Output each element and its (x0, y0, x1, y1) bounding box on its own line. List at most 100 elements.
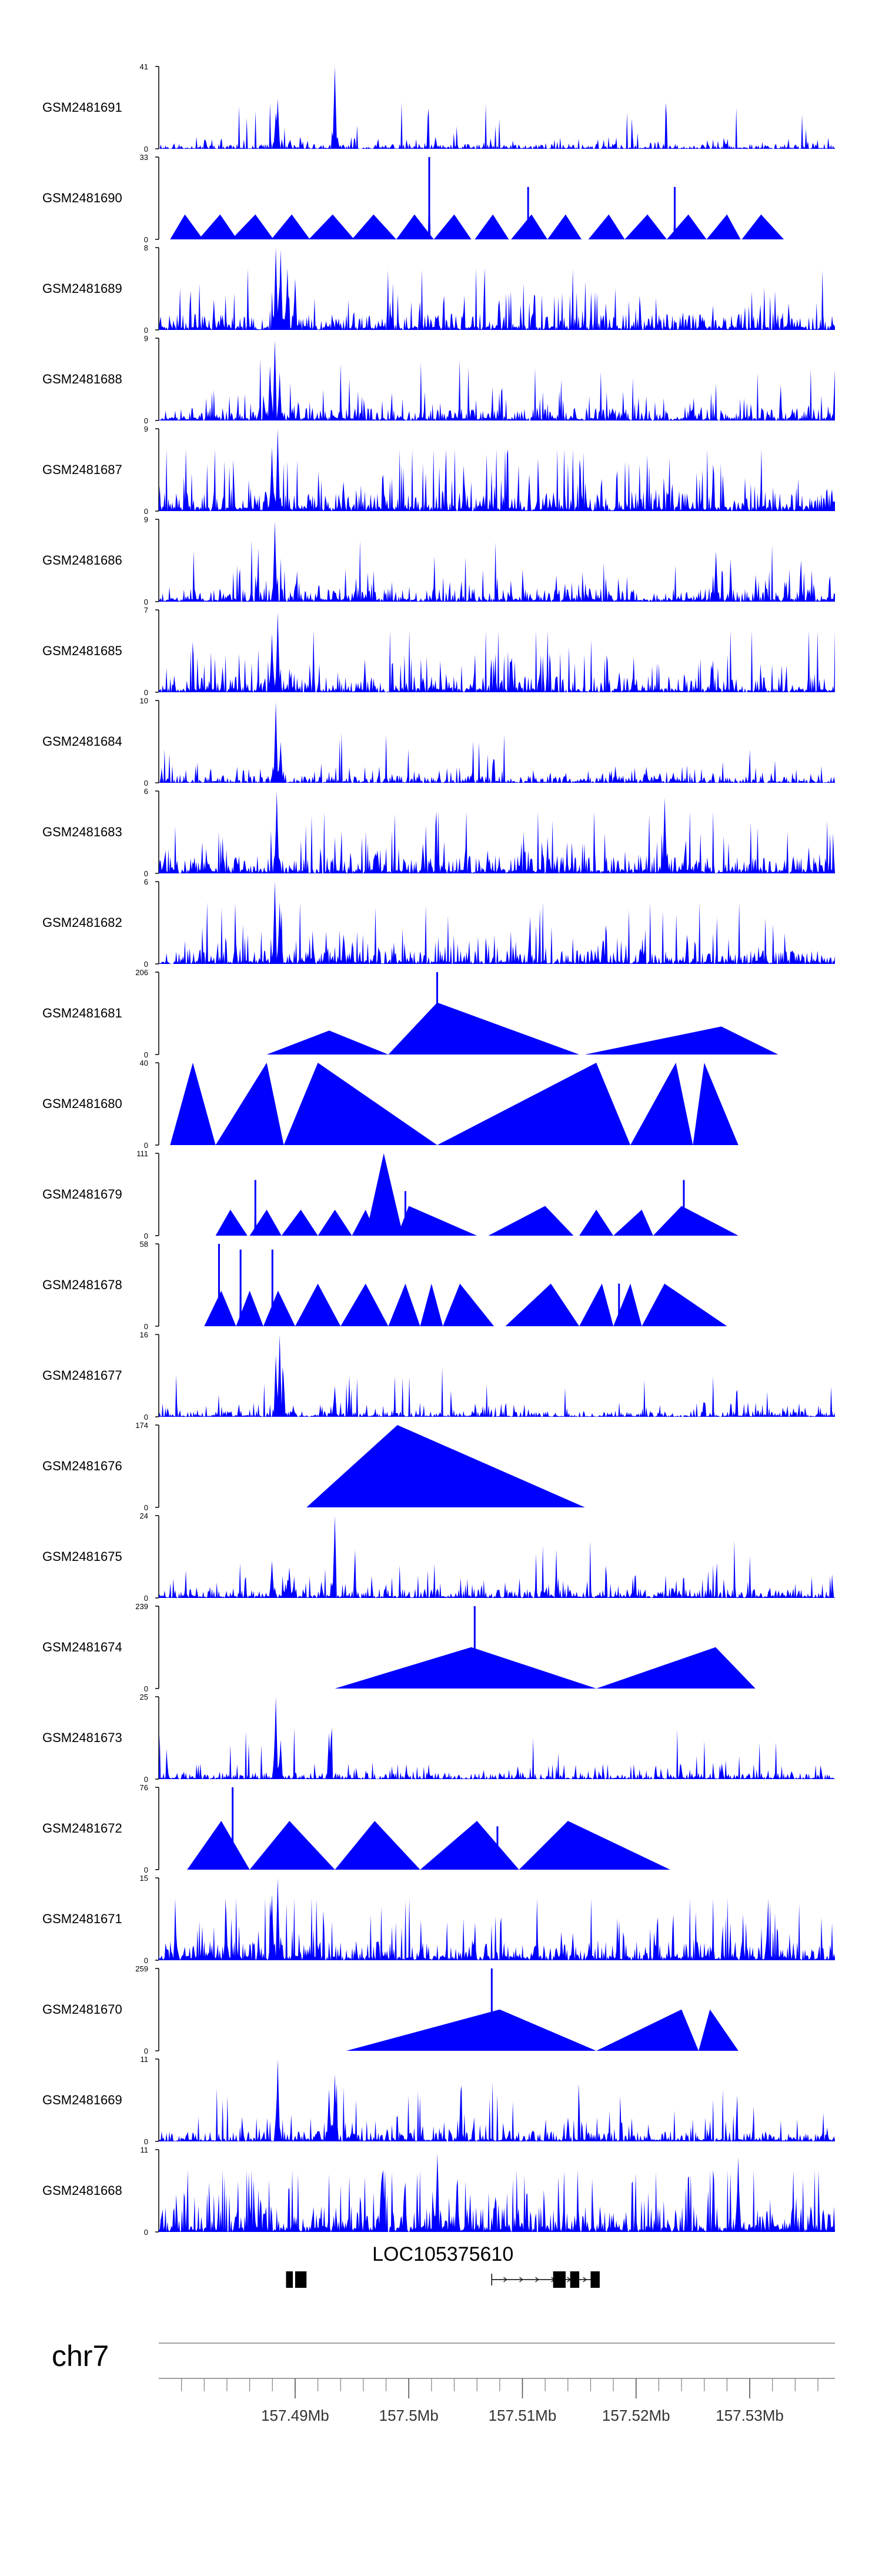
coverage-triangle (346, 2009, 597, 2051)
track-GSM2481688: GSM2481688 9 0 (42, 334, 835, 425)
track-GSM2481689: GSM2481689 8 0 (42, 243, 835, 335)
coverage-area (159, 882, 835, 964)
gene-strand-arrow (583, 2277, 587, 2283)
axis-tick-label: 157.53Mb (716, 2407, 784, 2424)
axis-tick-label: 157.5Mb (379, 2407, 439, 2424)
axis-tick-label: 157.52Mb (602, 2407, 670, 2424)
track-label: GSM2481684 (42, 734, 122, 749)
track-label: GSM2481690 (42, 191, 122, 205)
track-GSM2481685: GSM2481685 7 0 (42, 606, 835, 697)
coverage-triangle (579, 1209, 614, 1236)
track-GSM2481684: GSM2481684 10 0 (42, 696, 835, 788)
coverage-triangle (271, 214, 310, 239)
y-tick-label-top: 259 (135, 1964, 148, 1973)
y-tick-label-top: 206 (135, 968, 148, 977)
coverage-spike-bar (496, 1826, 499, 1870)
chromosome-label: chr7 (52, 2340, 109, 2373)
coverage-triangle (306, 1425, 585, 1507)
track-GSM2481681: GSM2481681 206 0 (42, 968, 779, 1059)
y-tick-label-bottom: 0 (144, 507, 148, 516)
track-label: GSM2481673 (42, 1730, 122, 1745)
coverage-triangle (420, 1821, 519, 1870)
y-tick-label-bottom: 0 (144, 869, 148, 878)
track-GSM2481671: GSM2481671 15 0 (42, 1874, 835, 1965)
coverage-spike-bar (404, 1191, 406, 1236)
coverage-triangle (693, 1063, 739, 1145)
coverage-area (159, 1334, 835, 1417)
y-tick-label-bottom: 0 (144, 2137, 148, 2146)
track-label: GSM2481683 (42, 825, 122, 839)
coverage-area (159, 429, 835, 511)
y-tick-label-bottom: 0 (144, 1866, 148, 1874)
coverage-triangle (666, 214, 707, 239)
coverage-spike-bar (683, 1180, 685, 1236)
coverage-triangle (170, 1063, 216, 1145)
coverage-area (159, 1878, 835, 1960)
coverage-triangle (397, 1206, 477, 1236)
gene-exon (590, 2271, 600, 2288)
coverage-triangle (236, 1290, 263, 1326)
coverage-triangle (511, 214, 548, 239)
y-tick-label-bottom: 0 (144, 416, 148, 425)
coverage-triangle (318, 1209, 352, 1236)
track-label: GSM2481677 (42, 1368, 122, 1383)
y-tick-label-top: 25 (140, 1693, 148, 1701)
coverage-triangle (388, 1283, 420, 1326)
y-tick-label-bottom: 0 (144, 688, 148, 697)
coverage-spike-bar (527, 186, 529, 239)
coverage-triangle (187, 1821, 250, 1870)
coverage-triangle (579, 1283, 614, 1326)
coverage-triangle (741, 214, 784, 239)
y-tick-label-bottom: 0 (144, 1775, 148, 1784)
y-tick-label-bottom: 0 (144, 1503, 148, 1512)
coverage-area (159, 2153, 835, 2232)
y-tick-label-top: 8 (144, 243, 148, 252)
coverage-triangle (488, 1206, 574, 1236)
track-GSM2481679: GSM2481679 111 0 (42, 1149, 739, 1240)
track-label: GSM2481680 (42, 1096, 122, 1111)
gene-exon (295, 2271, 307, 2288)
track-GSM2481691: GSM2481691 41 0 (42, 62, 835, 154)
gene-name-label: LOC105375610 (372, 2243, 513, 2265)
y-tick-label-bottom: 0 (144, 1413, 148, 1422)
y-tick-label-bottom: 0 (144, 1050, 148, 1059)
gene-exon (553, 2271, 566, 2288)
y-tick-label-top: 33 (140, 153, 148, 162)
coverage-triangle (215, 1063, 284, 1145)
coverage-triangle (596, 2009, 699, 2051)
coverage-triangle (443, 1283, 495, 1326)
gene-strand-arrow (519, 2277, 523, 2283)
coverage-triangle (231, 214, 274, 239)
coverage-triangle (505, 1283, 580, 1326)
y-tick-label-top: 40 (140, 1059, 148, 1067)
coverage-triangle (624, 214, 667, 239)
y-tick-label-top: 239 (135, 1602, 148, 1611)
track-GSM2481677: GSM2481677 16 0 (42, 1330, 835, 1422)
coverage-spike-bar (428, 157, 430, 239)
coverage-area (159, 521, 835, 602)
coverage-area (159, 66, 835, 149)
y-tick-label-top: 7 (144, 606, 148, 615)
y-tick-label-bottom: 0 (144, 1594, 148, 1603)
coverage-area (159, 2059, 835, 2141)
y-tick-label-bottom: 0 (144, 1141, 148, 1150)
coverage-triangle (388, 1002, 580, 1055)
genome-axis-track: chr7 157.49Mb 157.5Mb 157.51Mb 157.52Mb 157.… (52, 2340, 835, 2424)
coverage-triangle (475, 214, 509, 239)
y-tick-label-bottom: 0 (144, 1684, 148, 1693)
gene-exon (286, 2271, 293, 2288)
coverage-triangle (204, 1290, 236, 1326)
track-label: GSM2481689 (42, 281, 122, 296)
coverage-triangle (295, 1283, 341, 1326)
coverage-triangle (249, 1209, 282, 1236)
coverage-triangle (249, 1821, 335, 1870)
track-GSM2481690: GSM2481690 33 0 (42, 153, 784, 244)
coverage-triangle (420, 1283, 443, 1326)
coverage-triangle (588, 214, 625, 239)
track-label: GSM2481672 (42, 1821, 122, 1836)
coverage-spike-bar (618, 1283, 620, 1326)
coverage-area (159, 702, 835, 783)
coverage-spike-bar (254, 1180, 256, 1236)
gene-strand-arrow (535, 2277, 539, 2283)
